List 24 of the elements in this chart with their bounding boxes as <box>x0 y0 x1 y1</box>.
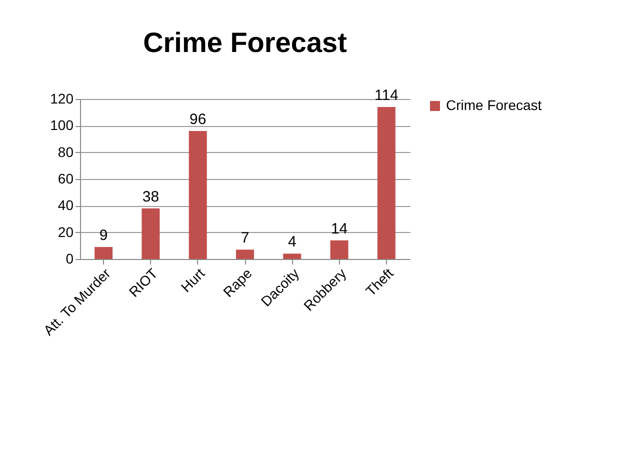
y-tick-label: 60 <box>58 170 74 186</box>
data-label: 14 <box>330 220 348 238</box>
bar <box>330 240 348 259</box>
bar <box>283 254 302 259</box>
bar <box>94 247 113 259</box>
bar <box>142 208 160 259</box>
y-tick-label: 80 <box>58 144 74 160</box>
bar <box>188 131 207 259</box>
data-label: 114 <box>374 87 398 104</box>
bar <box>236 250 254 259</box>
data-label: 96 <box>190 111 206 128</box>
data-label: 7 <box>240 230 250 247</box>
bar <box>377 107 396 259</box>
chart-title: Crime Forecast <box>143 27 347 58</box>
y-tick-label: 0 <box>66 250 74 266</box>
data-label: 9 <box>99 227 108 244</box>
x-tick-label: Hurt <box>178 265 208 296</box>
data-label: 38 <box>142 188 160 206</box>
legend-label: Crime Forecast <box>446 97 542 113</box>
y-tick-label: 120 <box>50 90 74 106</box>
y-tick-label: 40 <box>58 197 74 214</box>
y-tick-label: 100 <box>50 117 74 134</box>
data-label: 4 <box>288 234 296 251</box>
y-tick-label: 20 <box>58 224 74 240</box>
